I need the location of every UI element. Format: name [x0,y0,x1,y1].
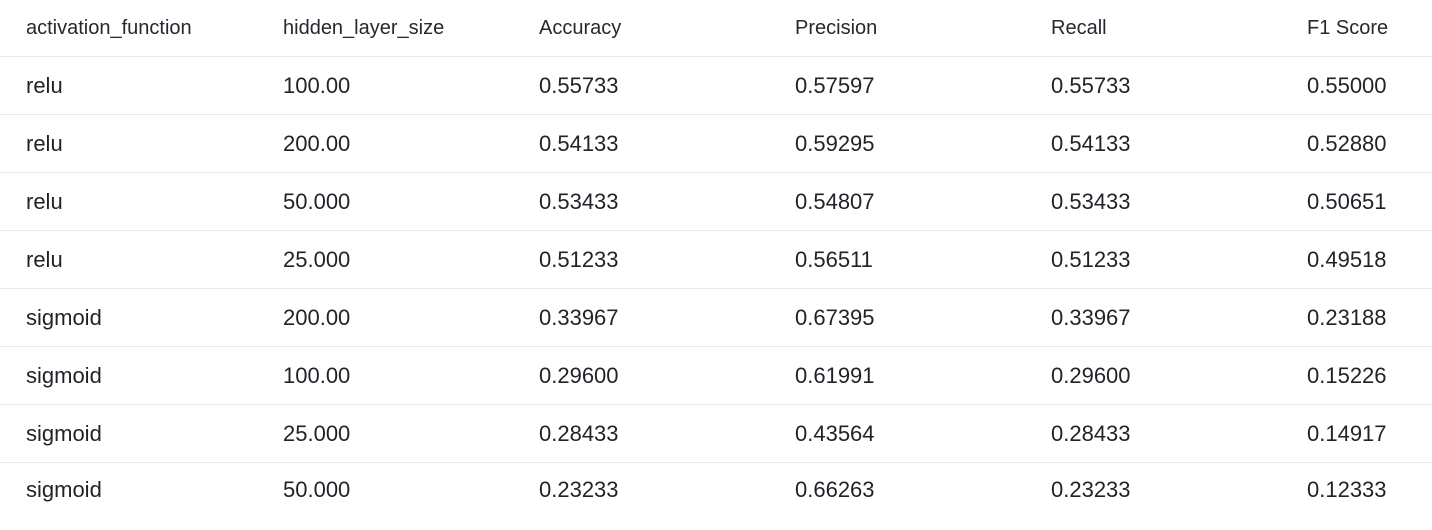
cell-recall: 0.55733 [1051,56,1307,115]
cell-accuracy: 0.29600 [539,346,795,405]
cell-hidden-layer-size: 100.00 [283,346,539,405]
cell-precision: 0.56511 [795,230,1051,289]
cell-accuracy: 0.54133 [539,114,795,173]
cell-activation-function: sigmoid [0,404,283,463]
cell-activation-function: relu [0,114,283,173]
cell-recall: 0.53433 [1051,172,1307,231]
column-header-accuracy[interactable]: Accuracy [539,0,795,57]
cell-accuracy: 0.55733 [539,56,795,115]
table-row: sigmoid 25.000 0.28433 0.43564 0.28433 0… [0,404,1432,463]
cell-f1-score: 0.49518 [1307,230,1432,289]
cell-recall: 0.51233 [1051,230,1307,289]
cell-precision: 0.67395 [795,288,1051,347]
cell-recall: 0.54133 [1051,114,1307,173]
cell-f1-score: 0.52880 [1307,114,1432,173]
cell-precision: 0.54807 [795,172,1051,231]
cell-hidden-layer-size: 25.000 [283,404,539,463]
column-header-precision[interactable]: Precision [795,0,1051,57]
cell-activation-function: relu [0,230,283,289]
cell-activation-function: sigmoid [26,477,102,502]
results-table: activation_function hidden_layer_size Ac… [0,0,1432,518]
cell-recall: 0.29600 [1051,346,1307,405]
cell-f1-score: 0.50651 [1307,172,1432,231]
cell-recall: 0.23233 [1051,477,1131,502]
cell-recall: 0.33967 [1051,288,1307,347]
table-row: relu 100.00 0.55733 0.57597 0.55733 0.55… [0,56,1432,115]
column-header-f1-score[interactable]: F1 Score [1307,0,1432,57]
table-row: relu 50.000 0.53433 0.54807 0.53433 0.50… [0,172,1432,231]
cell-activation-function: sigmoid [0,288,283,347]
cell-accuracy: 0.28433 [539,404,795,463]
column-header-recall[interactable]: Recall [1051,0,1307,57]
table-row: sigmoid 50.000 0.23233 0.66263 0.23233 0… [0,463,1432,518]
table-body: relu 100.00 0.55733 0.57597 0.55733 0.55… [0,56,1432,518]
cell-precision: 0.66263 [795,477,875,502]
column-header-activation-function[interactable]: activation_function [0,0,283,57]
cell-hidden-layer-size: 100.00 [283,56,539,115]
table-row: sigmoid 200.00 0.33967 0.67395 0.33967 0… [0,288,1432,347]
cell-hidden-layer-size: 200.00 [283,114,539,173]
cell-precision: 0.59295 [795,114,1051,173]
cell-recall: 0.28433 [1051,404,1307,463]
cell-accuracy: 0.51233 [539,230,795,289]
table-row: relu 25.000 0.51233 0.56511 0.51233 0.49… [0,230,1432,289]
cell-accuracy: 0.33967 [539,288,795,347]
table-row: sigmoid 100.00 0.29600 0.61991 0.29600 0… [0,346,1432,405]
cell-precision: 0.57597 [795,56,1051,115]
cell-activation-function: sigmoid [0,346,283,405]
cell-hidden-layer-size: 50.000 [283,477,351,502]
cell-f1-score: 0.55000 [1307,56,1432,115]
cell-f1-score: 0.14917 [1307,404,1432,463]
cell-accuracy: 0.23233 [539,477,619,502]
cell-hidden-layer-size: 50.000 [283,172,539,231]
cell-f1-score: 0.12333 [1307,477,1387,502]
cell-activation-function: relu [0,56,283,115]
header-row: activation_function hidden_layer_size Ac… [0,0,1432,57]
cell-f1-score: 0.15226 [1307,346,1432,405]
cell-hidden-layer-size: 25.000 [283,230,539,289]
table-header: activation_function hidden_layer_size Ac… [0,0,1432,57]
cell-precision: 0.61991 [795,346,1051,405]
cell-accuracy: 0.53433 [539,172,795,231]
cell-hidden-layer-size: 200.00 [283,288,539,347]
column-header-hidden-layer-size[interactable]: hidden_layer_size [283,0,539,57]
cell-precision: 0.43564 [795,404,1051,463]
cell-activation-function: relu [0,172,283,231]
table-row: relu 200.00 0.54133 0.59295 0.54133 0.52… [0,114,1432,173]
cell-f1-score: 0.23188 [1307,288,1432,347]
